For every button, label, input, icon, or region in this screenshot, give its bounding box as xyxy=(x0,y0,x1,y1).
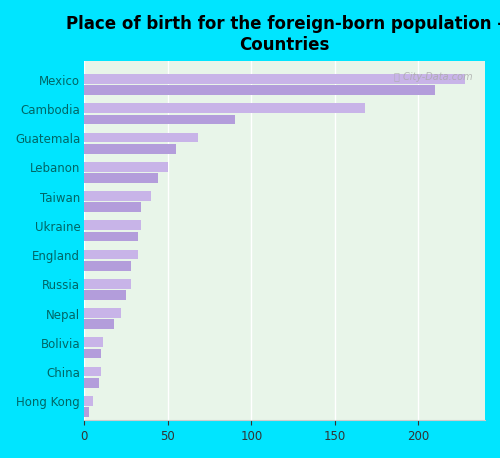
Title: Place of birth for the foreign-born population -
Countries: Place of birth for the foreign-born popu… xyxy=(66,15,500,54)
Bar xyxy=(84,232,138,241)
Bar xyxy=(84,191,151,201)
Bar xyxy=(84,349,101,358)
Bar xyxy=(84,85,435,95)
Bar xyxy=(84,114,234,124)
Bar xyxy=(84,104,365,113)
Bar xyxy=(84,319,114,329)
Bar xyxy=(84,220,141,230)
Text: ⓘ City-Data.com: ⓘ City-Data.com xyxy=(394,72,473,82)
Bar xyxy=(84,202,141,212)
Bar xyxy=(84,290,126,300)
Bar xyxy=(84,250,138,259)
Bar xyxy=(84,133,198,142)
Bar xyxy=(84,261,131,271)
Bar xyxy=(84,378,100,387)
Bar xyxy=(84,367,101,376)
Bar xyxy=(84,279,131,289)
Bar xyxy=(84,407,89,417)
Bar xyxy=(84,396,93,406)
Bar xyxy=(84,144,176,153)
Bar xyxy=(84,173,158,183)
Bar xyxy=(84,74,465,84)
Bar xyxy=(84,162,168,172)
Bar xyxy=(84,338,103,347)
Bar xyxy=(84,308,121,318)
